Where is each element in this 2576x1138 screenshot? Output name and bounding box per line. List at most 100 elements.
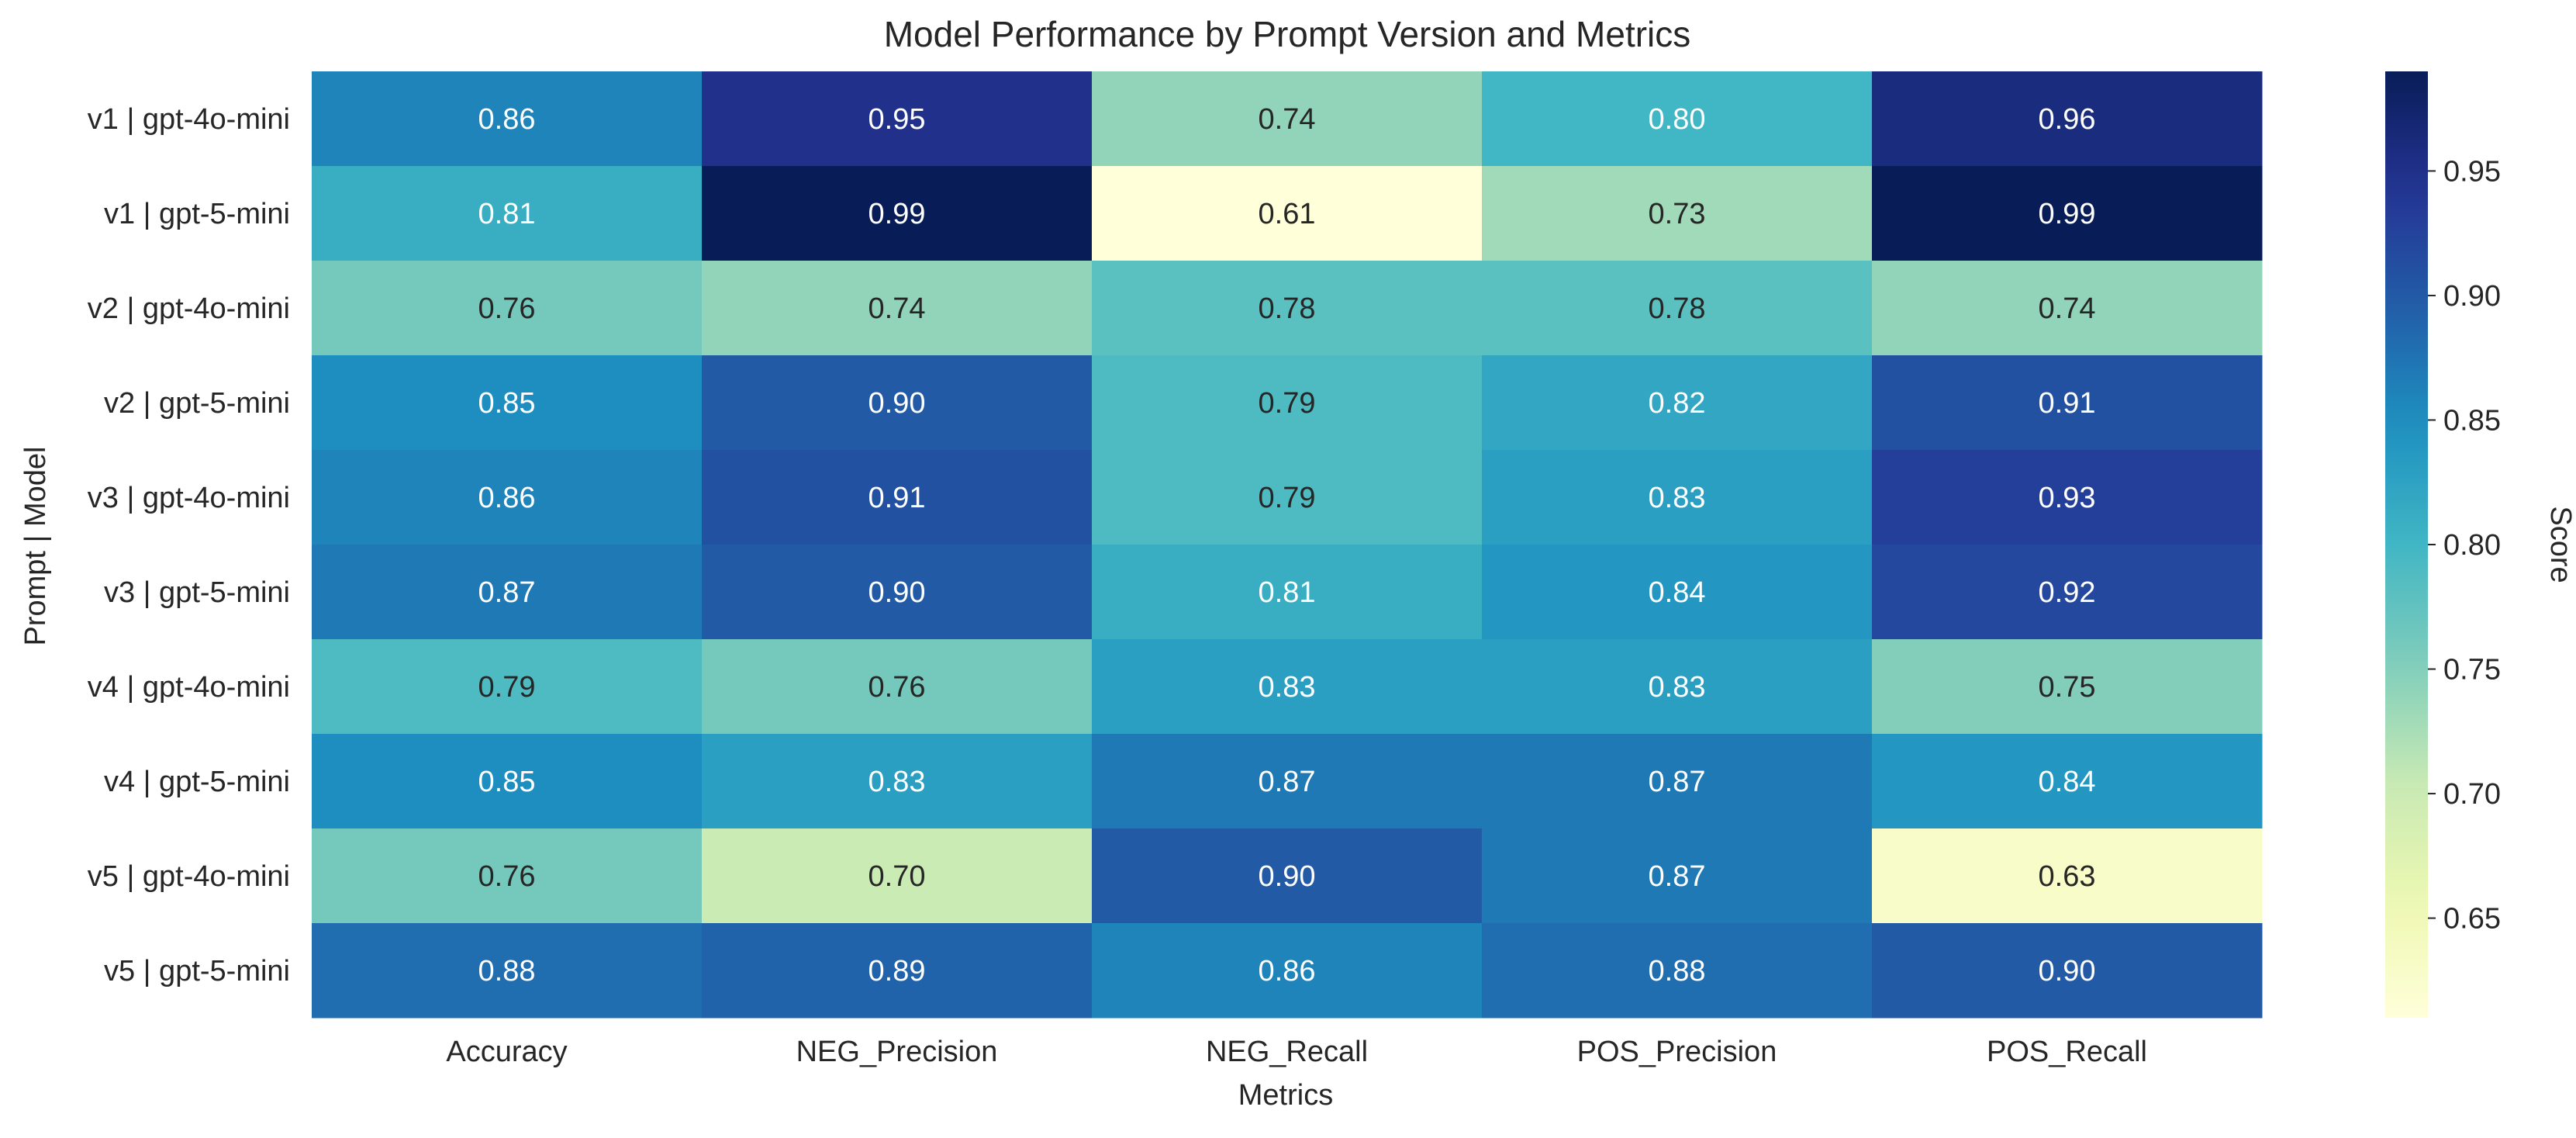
- heatmap-cell: [702, 734, 1093, 829]
- x-tick-label: POS_Precision: [1577, 1036, 1777, 1068]
- cell-value-label: 0.81: [1259, 576, 1316, 609]
- heatmap-cell: [1092, 734, 1483, 829]
- cell-value-label: 0.83: [1649, 671, 1706, 704]
- colorbar-tick-label: 0.75: [2443, 654, 2501, 687]
- heatmap-cell: [1482, 734, 1873, 829]
- y-axis-label: Prompt | Model: [19, 447, 52, 646]
- chart-title: Model Performance by Prompt Version and …: [884, 14, 1691, 54]
- heatmap-cell: [1092, 261, 1483, 356]
- cell-value-label: 0.79: [478, 671, 536, 704]
- heatmap-cell: [312, 355, 703, 451]
- y-tick-label: v4 | gpt-5-mini: [104, 766, 290, 798]
- heatmap-cell: [1872, 71, 2263, 167]
- heatmap-cell: [1872, 355, 2263, 451]
- cell-value-label: 0.87: [1259, 766, 1316, 798]
- heatmap-cell: [1482, 355, 1873, 451]
- heatmap-cell: [1482, 828, 1873, 924]
- cell-value-label: 0.90: [1259, 860, 1316, 893]
- cell-value-label: 0.83: [1649, 482, 1706, 514]
- cell-value-label: 0.79: [1259, 387, 1316, 420]
- heatmap-cell: [702, 828, 1093, 924]
- colorbar-tick-label: 0.85: [2443, 404, 2501, 437]
- cell-value-label: 0.76: [478, 292, 536, 325]
- heatmap-cell: [702, 261, 1093, 356]
- heatmap-cell: [312, 828, 703, 924]
- y-tick-label: v2 | gpt-4o-mini: [88, 292, 290, 325]
- cell-value-label: 0.87: [1649, 860, 1706, 893]
- cell-value-label: 0.80: [1649, 103, 1706, 136]
- heatmap-cell: [1092, 923, 1483, 1019]
- colorbar-ticks: 0.65 0.70 0.75 0.80 0.85 0.90 0.95: [2428, 155, 2501, 936]
- colorbar-tick-label: 0.65: [2443, 903, 2501, 936]
- heatmap-cell: [1872, 923, 2263, 1019]
- heatmap-cell: [1872, 545, 2263, 640]
- heatmap-cell: [312, 166, 703, 261]
- heatmap-cell: [312, 450, 703, 545]
- heatmap-cell: [312, 639, 703, 735]
- cell-value-label: 0.73: [1649, 198, 1706, 230]
- cell-value-label: 0.61: [1259, 198, 1316, 230]
- cell-value-label: 0.86: [478, 103, 536, 136]
- y-tick-label: v5 | gpt-4o-mini: [88, 860, 290, 893]
- heatmap-cell: [1482, 545, 1873, 640]
- heatmap-cell: [1092, 545, 1483, 640]
- x-tick-labels: Accuracy NEG_Precision NEG_Recall POS_Preci…: [446, 1036, 2147, 1068]
- cell-value-label: 0.99: [2039, 198, 2096, 230]
- cell-value-label: 0.70: [868, 860, 926, 893]
- heatmap-cell: [1092, 639, 1483, 735]
- cell-value-label: 0.82: [1649, 387, 1706, 420]
- cell-value-label: 0.87: [478, 576, 536, 609]
- colorbar-label: Score: [2544, 506, 2576, 583]
- heatmap-cell: [1092, 166, 1483, 261]
- y-tick-label: v4 | gpt-4o-mini: [88, 671, 290, 704]
- heatmap-cell: [1092, 828, 1483, 924]
- heatmap-cell: [1872, 166, 2263, 261]
- cell-value-label: 0.76: [478, 860, 536, 893]
- heatmap-cell: [1482, 923, 1873, 1019]
- cell-value-label: 0.75: [2039, 671, 2096, 704]
- heatmap-cell: [702, 355, 1093, 451]
- cell-value-label: 0.63: [2039, 860, 2096, 893]
- cell-value-label: 0.78: [1649, 292, 1706, 325]
- cell-value-label: 0.95: [868, 103, 926, 136]
- cell-value-label: 0.74: [868, 292, 926, 325]
- cell-value-label: 0.76: [868, 671, 926, 704]
- cell-value-label: 0.84: [2039, 766, 2096, 798]
- cell-value-label: 0.91: [2039, 387, 2096, 420]
- x-tick-label: POS_Recall: [1987, 1036, 2147, 1068]
- cell-value-label: 0.74: [1259, 103, 1316, 136]
- cell-value-label: 0.78: [1259, 292, 1316, 325]
- cell-value-label: 0.89: [868, 955, 926, 988]
- heatmap-cell: [702, 71, 1093, 167]
- cell-value-label: 0.74: [2039, 292, 2096, 325]
- heatmap-cell: [1872, 734, 2263, 829]
- heatmap-cell: [702, 923, 1093, 1019]
- colorbar: [2385, 71, 2428, 1018]
- cell-value-label: 0.86: [478, 482, 536, 514]
- cell-value-label: 0.83: [1259, 671, 1316, 704]
- cell-value-label: 0.85: [478, 766, 536, 798]
- y-tick-label: v1 | gpt-4o-mini: [88, 103, 290, 136]
- cell-value-label: 0.79: [1259, 482, 1316, 514]
- cell-value-label: 0.91: [868, 482, 926, 514]
- x-tick-label: NEG_Recall: [1206, 1036, 1368, 1068]
- cell-value-label: 0.90: [868, 576, 926, 609]
- heatmap-cells: [312, 71, 2263, 1019]
- cell-value-label: 0.85: [478, 387, 536, 420]
- heatmap-cell: [1482, 166, 1873, 261]
- cell-value-label: 0.93: [2039, 482, 2096, 514]
- heatmap-cell: [702, 450, 1093, 545]
- cell-value-label: 0.90: [2039, 955, 2096, 988]
- heatmap-cell: [1872, 450, 2263, 545]
- colorbar-tick-label: 0.95: [2443, 155, 2501, 188]
- y-tick-label: v1 | gpt-5-mini: [104, 198, 290, 230]
- heatmap-cell: [1872, 828, 2263, 924]
- heatmap-cell: [702, 545, 1093, 640]
- heatmap-cell: [312, 923, 703, 1019]
- heatmap-cell: [702, 639, 1093, 735]
- heatmap-cell: [1482, 261, 1873, 356]
- cell-value-label: 0.84: [1649, 576, 1706, 609]
- heatmap-cell: [312, 734, 703, 829]
- heatmap-cell: [1872, 639, 2263, 735]
